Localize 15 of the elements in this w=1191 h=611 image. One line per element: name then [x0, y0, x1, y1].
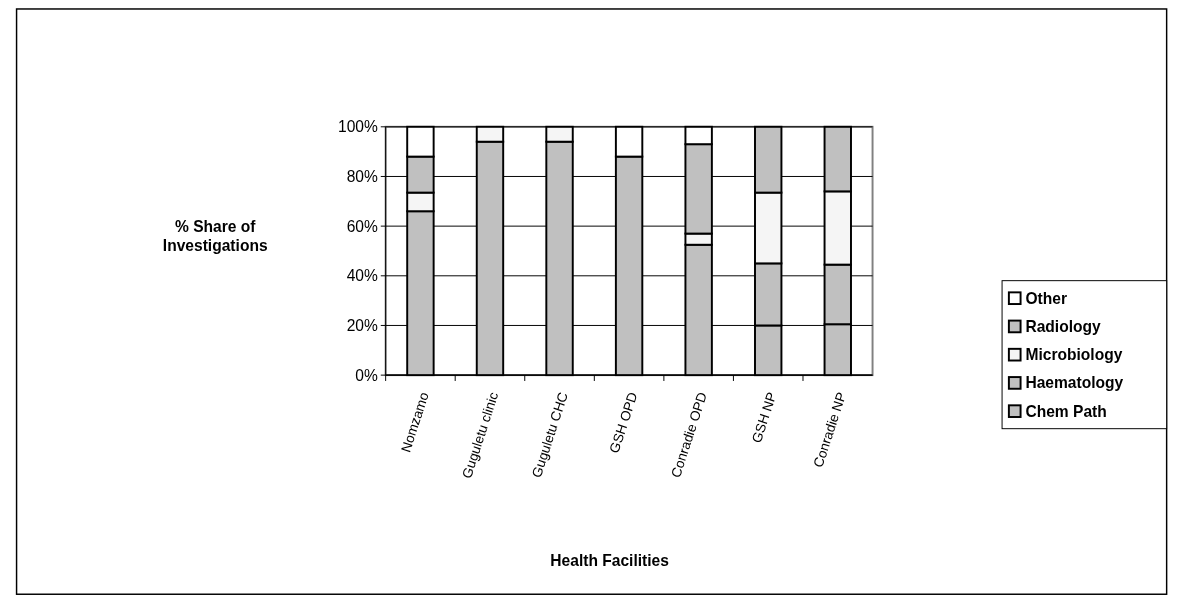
x-axis-title: Health Facilities [550, 552, 670, 569]
legend-label: Chem Path [1025, 402, 1107, 420]
y-tick-label: 20% [346, 316, 378, 334]
y-tick-label: 60% [346, 217, 378, 235]
legend-label: Radiology [1025, 317, 1102, 335]
y-tick-label: 100% [338, 118, 378, 136]
x-tick-label: GSH OPD [606, 390, 641, 455]
legend-label: Haematology [1025, 374, 1124, 392]
y-tick-label: 40% [346, 267, 378, 285]
y-tick-label: 0% [355, 366, 378, 384]
legend-label: Other [1025, 289, 1067, 307]
y-axis-title: % Share of Investigations [162, 217, 268, 255]
x-tick-label: GSH NP [749, 390, 780, 445]
y-tick-label: 80% [346, 167, 378, 185]
legend-label: Microbiology [1025, 346, 1123, 364]
